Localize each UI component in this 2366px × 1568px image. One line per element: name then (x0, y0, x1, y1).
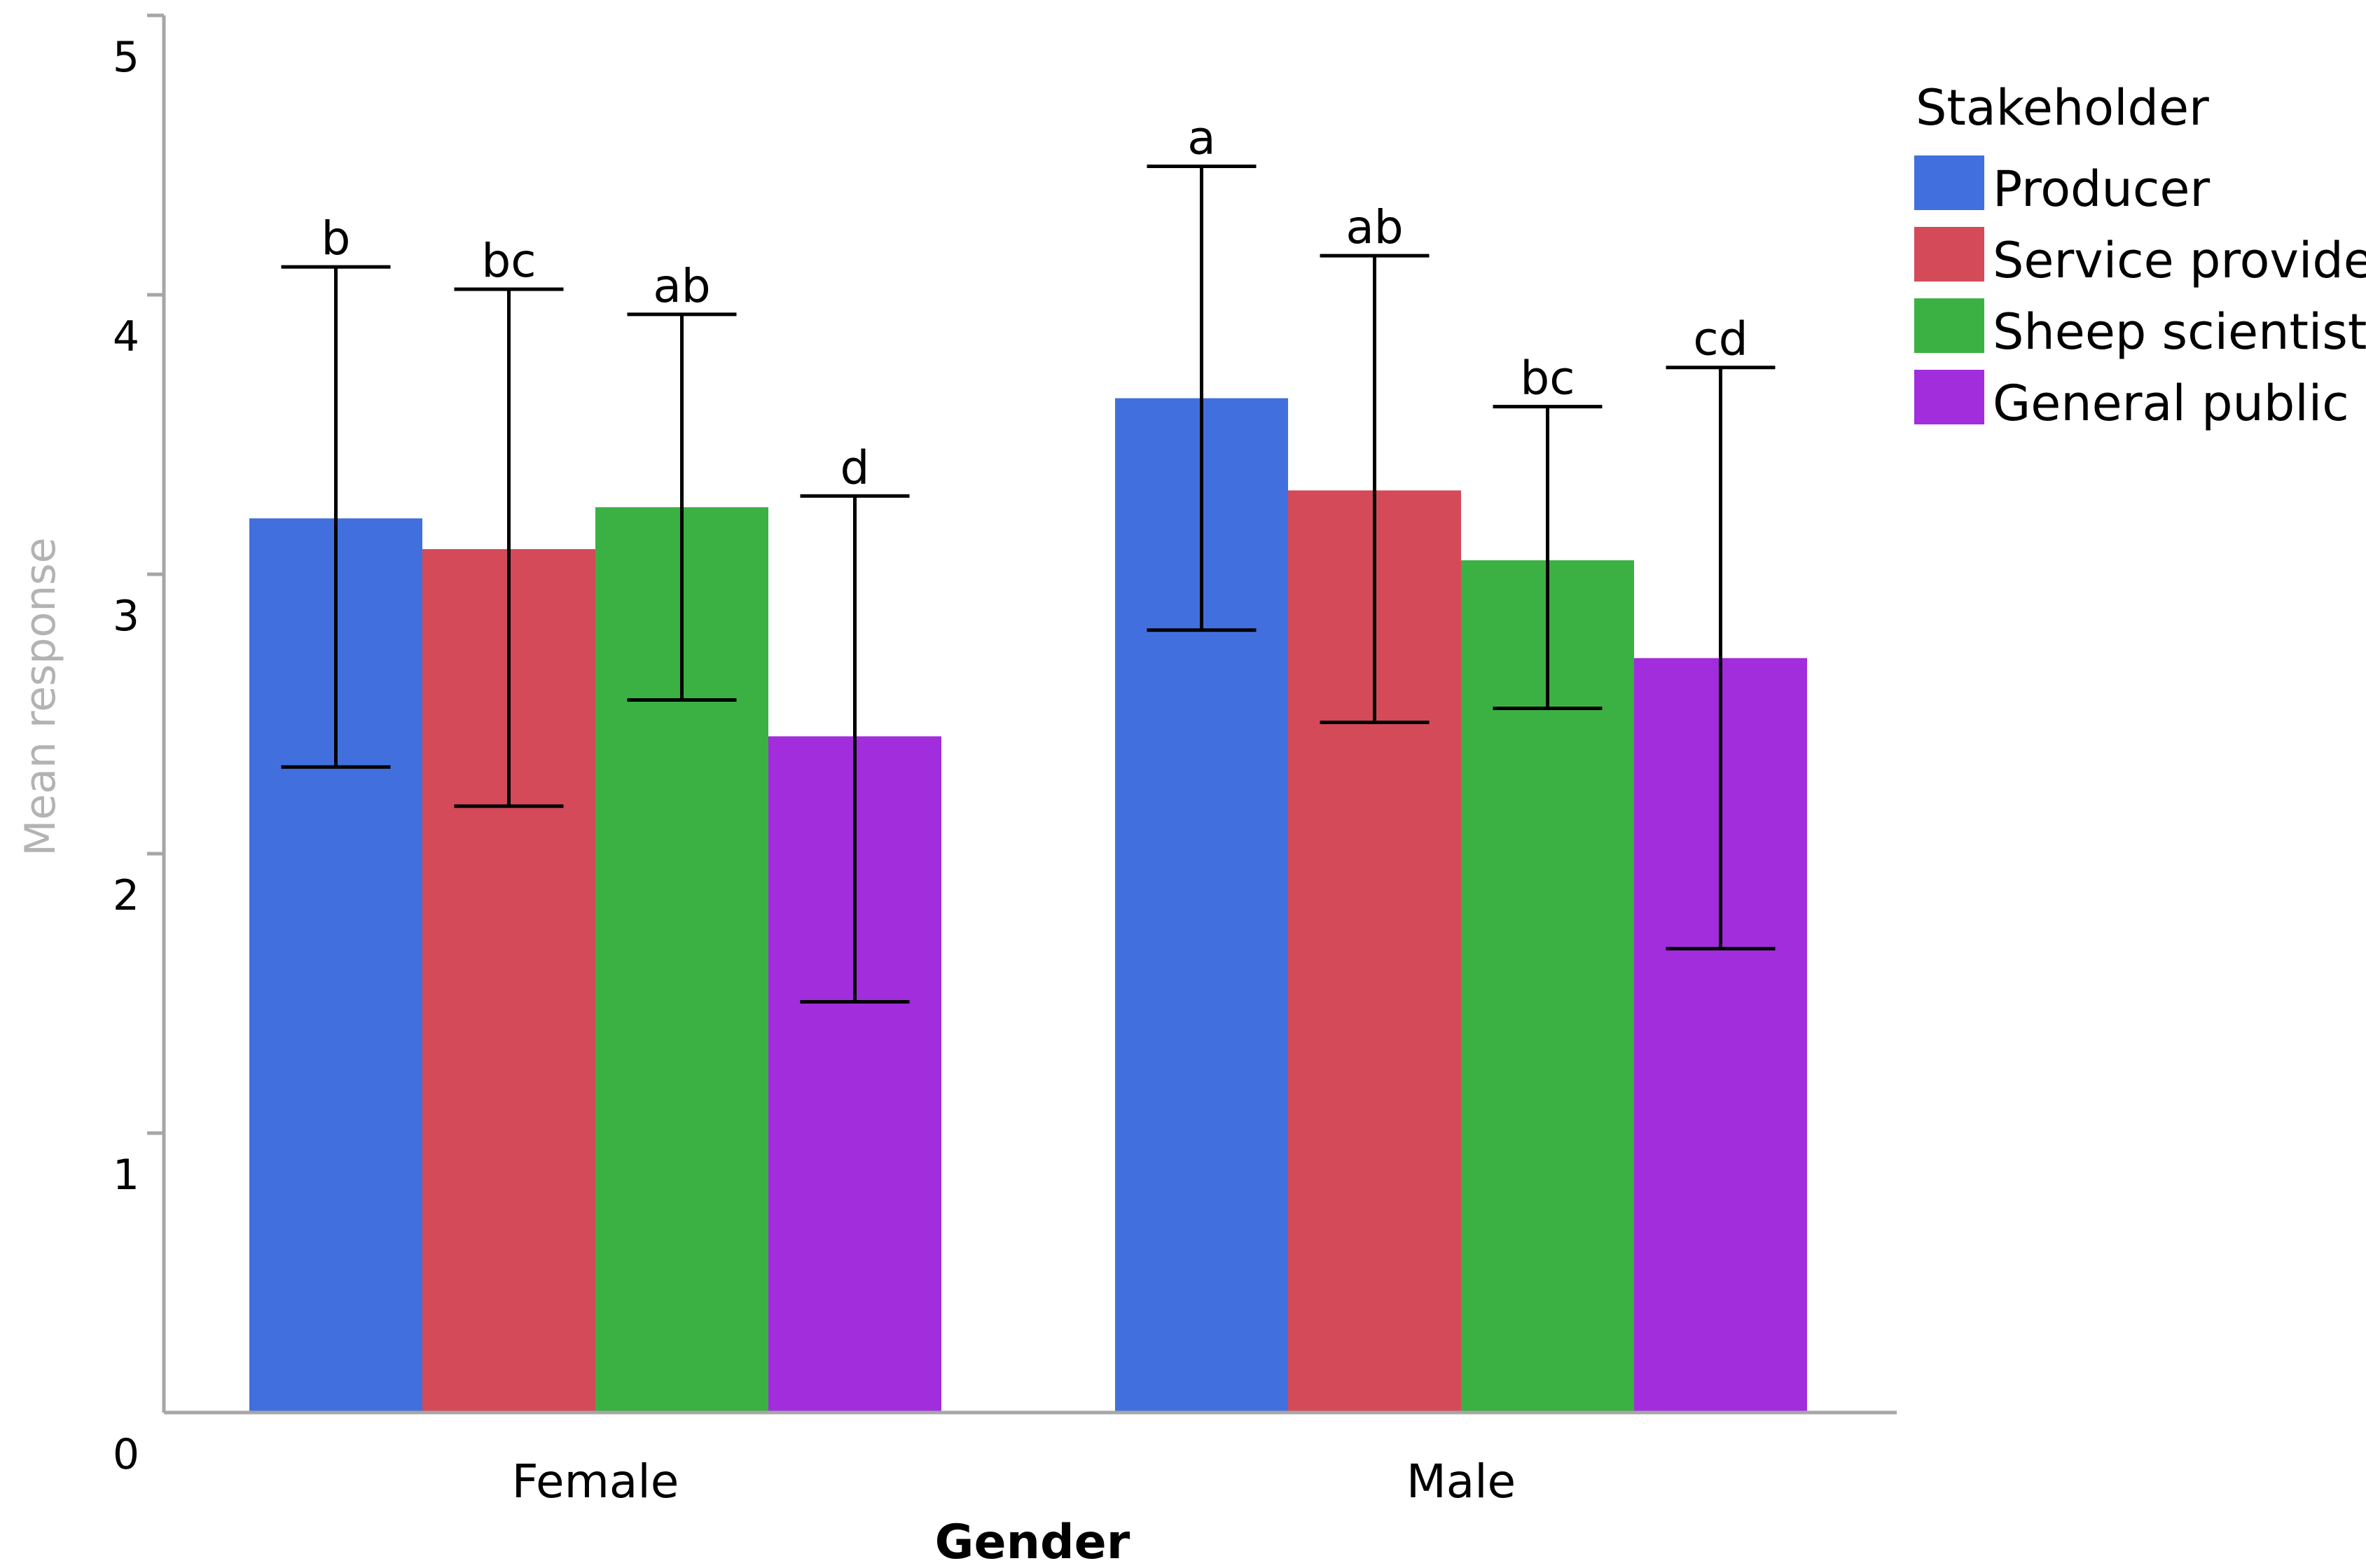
legend: Stakeholder Producer Service provider Shee… (1914, 79, 2366, 432)
significance-letter: a (1187, 111, 1215, 165)
y-ticks-layer: 0 1 2 3 4 5 (113, 13, 164, 1479)
y-tick-label: 3 (113, 592, 139, 641)
legend-swatch (1914, 227, 1984, 282)
legend-label: General public (1993, 375, 2349, 432)
category-labels-layer: Female Male (512, 1455, 1516, 1508)
legend-label: Sheep scientist (1993, 303, 2366, 361)
axes-layer (162, 15, 1897, 1415)
legend-swatch (1914, 155, 1984, 210)
y-tick-label: 1 (113, 1151, 139, 1200)
y-axis-title: Mean response (16, 537, 65, 856)
significance-letter: d (840, 440, 870, 494)
significance-letter: cd (1693, 312, 1748, 366)
x-tick-label: Female (512, 1455, 679, 1508)
significance-letter: bc (1520, 352, 1575, 405)
y-tick-label: 2 (113, 871, 139, 920)
error-bars-layer: b bc ab d a ab bc cd (281, 111, 1776, 1004)
significance-letter: ab (1345, 200, 1403, 254)
significance-letter: ab (653, 259, 710, 313)
y-tick-label: 0 (113, 1430, 139, 1479)
x-tick-label: Male (1406, 1455, 1516, 1508)
legend-swatch (1914, 298, 1984, 353)
significance-letter: b (321, 211, 351, 265)
x-axis-title: Gender (935, 1515, 1130, 1568)
significance-letter: bc (481, 234, 536, 288)
y-tick-label: 4 (113, 312, 139, 361)
bars-layer (249, 398, 1807, 1413)
y-tick-label: 5 (113, 33, 139, 82)
legend-label: Producer (1993, 160, 2210, 218)
legend-swatch (1914, 370, 1984, 424)
legend-label: Service provider (1993, 232, 2366, 289)
legend-title: Stakeholder (1916, 79, 2209, 137)
